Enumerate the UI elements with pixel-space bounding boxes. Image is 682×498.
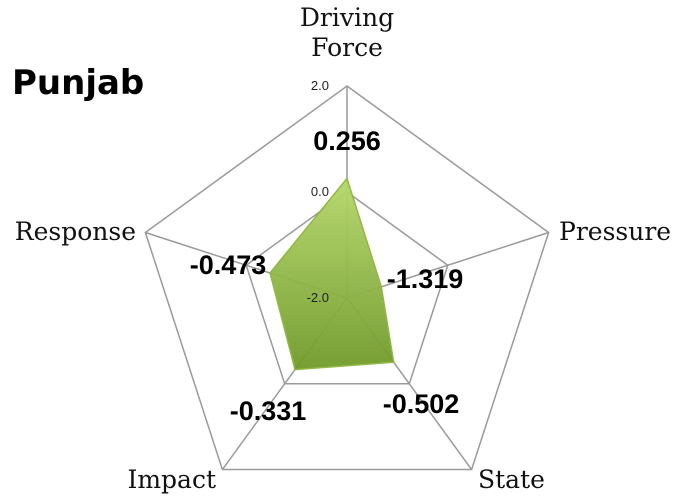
data-label: -1.319 — [387, 264, 464, 294]
grid-ring — [144, 85, 550, 471]
tick-label: 0.0 — [311, 184, 329, 199]
category-label: Response — [15, 217, 136, 246]
data-label: 0.256 — [313, 126, 381, 156]
chart-title: Punjab — [12, 63, 144, 103]
category-label-line: Force — [311, 33, 383, 62]
tick-label: 2.0 — [311, 78, 329, 93]
category-label: Pressure — [559, 217, 671, 246]
data-area — [269, 176, 395, 371]
category-label: State — [478, 465, 545, 494]
grid-ring — [245, 191, 449, 385]
tick-label: -2.0 — [307, 290, 329, 305]
data-label: -0.473 — [190, 250, 267, 280]
category-label-line: Driving — [300, 3, 394, 32]
category-label: Driving Force — [300, 3, 394, 62]
category-label: Impact — [127, 465, 216, 494]
data-label: -0.502 — [383, 389, 460, 419]
data-label: -0.331 — [230, 396, 307, 426]
